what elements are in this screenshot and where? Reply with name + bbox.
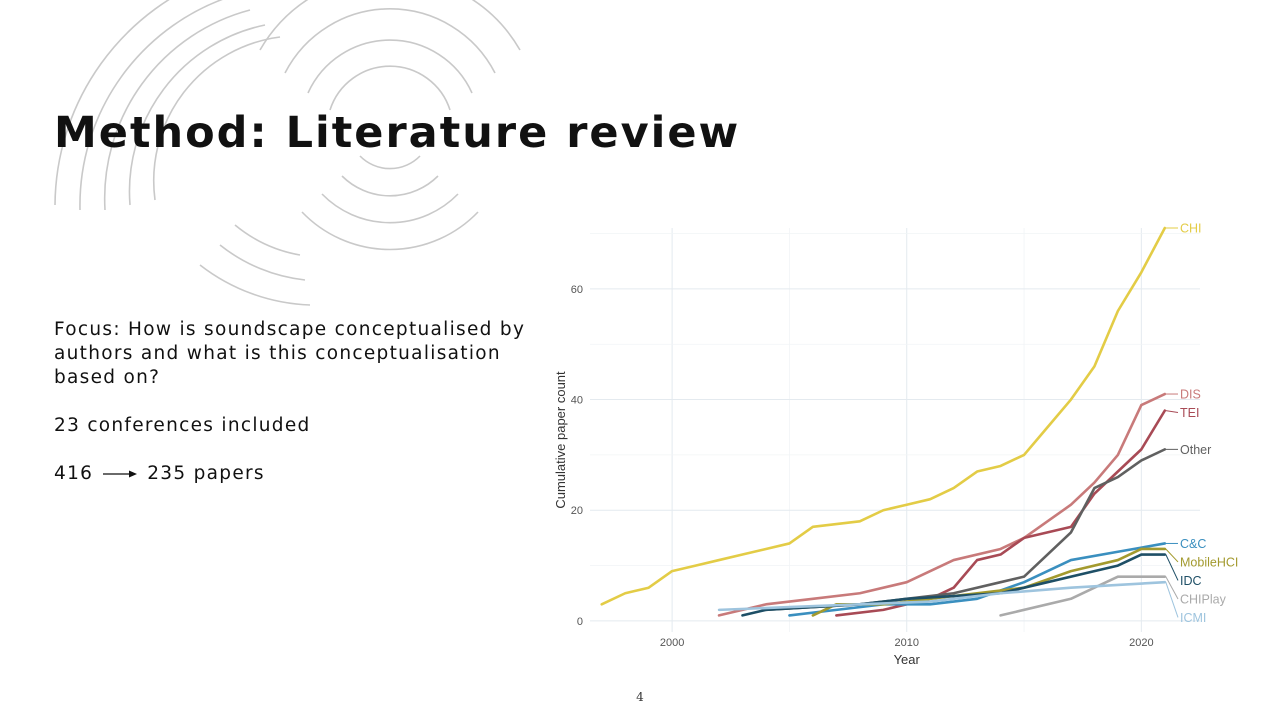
cumulative-paper-chart: 2000 2010 2020 0 20 40 60 CHI DIS TEI Other C&C Mob… bbox=[553, 222, 1238, 668]
papers-initial-count: 416 bbox=[54, 463, 94, 484]
series-line-dis bbox=[717, 392, 1167, 617]
series-label-idc: IDC bbox=[1180, 574, 1202, 588]
x-tick-label: 2000 bbox=[660, 637, 684, 649]
series-label-chi: CHI bbox=[1180, 222, 1202, 236]
x-tick-label: 2010 bbox=[894, 637, 918, 649]
chart-grid bbox=[590, 228, 1200, 632]
series-label-leader-chiplay bbox=[1165, 576, 1179, 600]
slide-title: Method: Literature review bbox=[54, 108, 741, 158]
series-label-leader-tei bbox=[1165, 410, 1179, 414]
series-label-mobilehci: MobileHCI bbox=[1180, 555, 1238, 569]
series-label-chiplay: CHIPlay bbox=[1180, 592, 1227, 606]
series-line-cc bbox=[788, 542, 1167, 617]
y-tick-label: 40 bbox=[571, 395, 583, 407]
y-axis-title: Cumulative paper count bbox=[553, 371, 568, 509]
paper-flow: 416 235 papers bbox=[54, 462, 534, 486]
series-label-leader-idc bbox=[1165, 554, 1179, 581]
y-tick-label: 0 bbox=[577, 616, 583, 628]
series-line-mobilehci bbox=[811, 547, 1167, 617]
x-tick-label: 2020 bbox=[1129, 637, 1153, 649]
focus-question: Focus: How is soundscape conceptualised … bbox=[54, 319, 526, 388]
papers-final-count: 235 papers bbox=[147, 463, 265, 484]
page-number: 4 bbox=[636, 690, 644, 704]
series-line-chi bbox=[600, 226, 1167, 606]
series-label-leader-mobilehci bbox=[1165, 548, 1179, 563]
chart-series bbox=[600, 226, 1167, 617]
content-text-block: Focus: How is soundscape conceptualised … bbox=[54, 318, 534, 510]
series-label-other: Other bbox=[1180, 443, 1211, 457]
series-label-icmi: ICMI bbox=[1180, 611, 1206, 625]
series-line-icmi bbox=[717, 580, 1167, 612]
right-arrow-icon bbox=[103, 470, 138, 478]
series-label-cc: C&C bbox=[1180, 537, 1206, 551]
series-label-dis: DIS bbox=[1180, 388, 1201, 402]
series-label-tei: TEI bbox=[1180, 406, 1199, 420]
conference-count: 23 conferences included bbox=[54, 415, 311, 436]
y-tick-label: 20 bbox=[571, 505, 583, 517]
y-tick-label: 60 bbox=[571, 284, 583, 296]
chart-axes: 2000 2010 2020 0 20 40 60 bbox=[571, 284, 1154, 649]
series-line-chiplay bbox=[999, 575, 1167, 617]
sound-wave-decoration bbox=[54, 0, 521, 306]
x-axis-title: Year bbox=[894, 652, 921, 667]
series-label-leader-icmi bbox=[1165, 582, 1179, 618]
chart-series-labels: CHI DIS TEI Other C&C MobileHCI IDC CHIPlay ICMI bbox=[1165, 222, 1238, 625]
